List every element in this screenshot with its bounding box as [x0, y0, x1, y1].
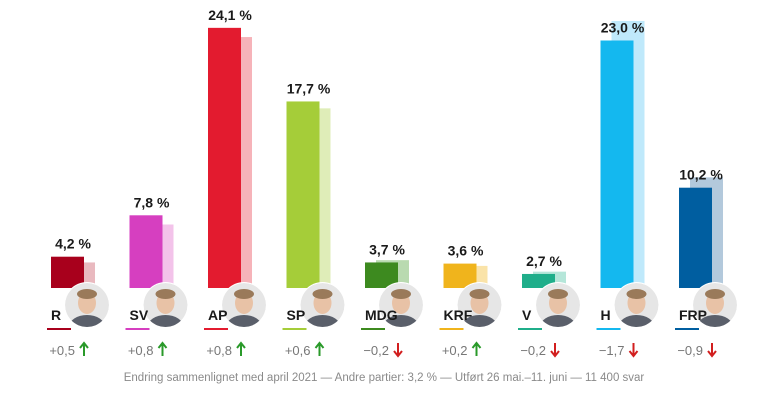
change-label-sp: +0,6	[285, 343, 311, 358]
party-label-sp: SP	[287, 307, 306, 323]
change-label-h: −1,7	[599, 343, 625, 358]
value-label-mdg: 3,7 %	[369, 241, 405, 257]
change-label-v: −0,2	[520, 343, 546, 358]
party-label-frp: FRP	[679, 307, 707, 323]
bar-ap	[208, 27, 241, 305]
avatar-r	[64, 282, 110, 328]
party-label-h: H	[601, 307, 611, 323]
bar-h	[600, 40, 634, 305]
value-label-v: 2,7 %	[526, 253, 562, 269]
value-label-krf: 3,6 %	[448, 243, 484, 259]
change-label-frp: −0,9	[677, 343, 703, 358]
value-label-sv: 7,8 %	[134, 194, 170, 210]
party-underline-sp	[282, 328, 307, 330]
party-underline-frp	[675, 328, 699, 330]
bar-sp	[286, 101, 320, 305]
arrow-up-icon	[471, 341, 482, 356]
footnote: Endring sammenlignet med april 2021 — An…	[123, 372, 645, 384]
arrow-up-icon	[314, 341, 325, 356]
arrow-down-icon	[628, 343, 639, 358]
arrow-down-icon	[550, 343, 560, 358]
arrow-down-icon	[393, 343, 403, 358]
party-label-krf: KRF	[444, 307, 473, 323]
party-underline-mdg	[361, 328, 385, 330]
party-label-mdg: MDG	[365, 307, 398, 323]
change-label-sv: +0,8	[128, 343, 154, 358]
party-label-sv: SV	[130, 307, 149, 323]
value-label-h: 23,0 %	[601, 20, 645, 36]
avatar-h	[613, 282, 660, 328]
party-underline-ap	[204, 328, 228, 330]
change-label-mdg: −0,2	[363, 343, 389, 358]
avatar-sp	[299, 282, 346, 328]
party-underline-sv	[125, 328, 150, 330]
party-underline-v	[518, 328, 542, 330]
avatar-v	[535, 282, 581, 328]
arrow-up-icon	[157, 341, 168, 356]
party-label-ap: AP	[208, 307, 227, 323]
value-label-sp: 17,7 %	[287, 80, 331, 96]
party-underline-r	[47, 328, 71, 330]
arrow-up-icon	[79, 341, 89, 356]
avatars-layer	[64, 282, 738, 328]
party-underline-h	[596, 328, 621, 330]
avatar-frp	[692, 282, 738, 328]
change-label-r: +0,5	[49, 343, 75, 358]
value-label-ap: 24,1 %	[208, 7, 252, 23]
party-underline-krf	[439, 328, 464, 330]
avatar-krf	[456, 282, 503, 328]
party-label-v: V	[522, 307, 532, 323]
value-label-r: 4,2 %	[55, 236, 91, 252]
arrow-down-icon	[707, 343, 717, 358]
arrow-up-icon	[236, 341, 246, 356]
labels-layer: 4,2 % R +0,5 7,8 % SV +0,8 24,1 % AP +0,8 17,7 % S…	[49, 7, 723, 358]
avatar-ap	[221, 282, 267, 328]
avatar-sv	[142, 282, 189, 328]
change-label-krf: +0,2	[442, 343, 468, 358]
value-label-frp: 10,2 %	[679, 167, 723, 183]
party-label-r: R	[51, 307, 61, 323]
avatar-mdg	[378, 282, 424, 328]
change-label-ap: +0,8	[206, 343, 232, 358]
